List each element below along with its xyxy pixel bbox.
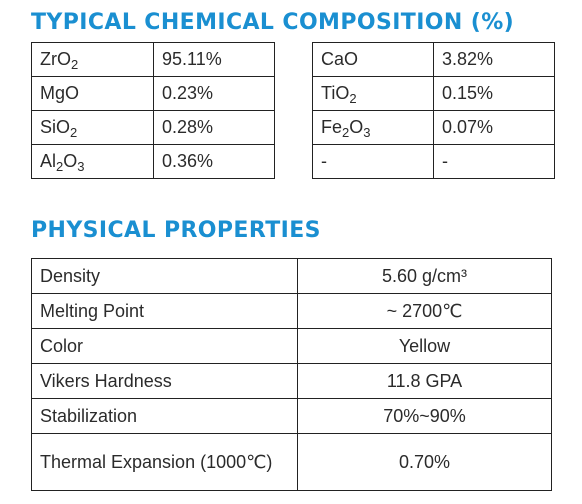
formula-base: SiO [40, 117, 71, 137]
physical-properties-heading: PHYSICAL PROPERTIES [31, 218, 321, 243]
compound-name: SiO2 [31, 110, 154, 145]
compound-name: - [312, 144, 434, 179]
property-value: Yellow [297, 328, 552, 364]
chemical-composition-table-left: ZrO2 95.11% MgO 0.23% SiO2 0.28% Al2O3 0… [31, 42, 275, 179]
table-row: Melting Point ~ 2700℃ [31, 293, 552, 329]
property-value: ~ 2700℃ [297, 293, 552, 329]
formula-subscript: 3 [77, 159, 85, 174]
table-row: ZrO2 95.11% [31, 42, 275, 77]
formula-subscript: 2 [349, 91, 357, 106]
formula-base: - [321, 151, 327, 171]
compound-value: 0.28% [153, 110, 275, 145]
property-label-text: Thermal Expansion (1000℃) [40, 452, 273, 472]
property-label: Stabilization [31, 398, 298, 434]
compound-value: 0.15% [433, 76, 555, 111]
property-label: Thermal Expansion (1000℃) [31, 433, 298, 491]
property-label: Melting Point [31, 293, 298, 329]
formula-subscript: 3 [363, 125, 371, 140]
compound-name: ZrO2 [31, 42, 154, 77]
formula-base: Fe [321, 117, 343, 137]
compound-name: MgO [31, 76, 154, 111]
chemical-composition-table-right: CaO 3.82% TiO2 0.15% Fe2O3 0.07% - - [312, 42, 555, 179]
property-value: 70%~90% [297, 398, 552, 434]
table-row: - - [312, 144, 555, 179]
formula-tail: O [63, 151, 78, 171]
table-row: Density 5.60 g/cm³ [31, 258, 552, 294]
table-row: MgO 0.23% [31, 76, 275, 111]
table-row: Fe2O3 0.07% [312, 110, 555, 145]
property-value: 0.70% [297, 433, 552, 491]
compound-value: 95.11% [153, 42, 275, 77]
formula-tail: O [349, 117, 364, 137]
compound-name: TiO2 [312, 76, 434, 111]
formula-base: ZrO [40, 49, 71, 69]
property-label: Color [31, 328, 298, 364]
compound-value: 0.36% [153, 144, 275, 179]
formula-subscript: 2 [71, 57, 79, 72]
table-row: Thermal Expansion (1000℃) 0.70% [31, 433, 552, 491]
table-row: Vikers Hardness 11.8 GPA [31, 363, 552, 399]
compound-name: CaO [312, 42, 434, 77]
table-row: CaO 3.82% [312, 42, 555, 77]
formula-base: CaO [321, 49, 359, 69]
compound-value: 3.82% [433, 42, 555, 77]
property-value: 5.60 g/cm³ [297, 258, 552, 294]
formula-subscript: 2 [70, 125, 78, 140]
table-row: Color Yellow [31, 328, 552, 364]
property-label: Density [31, 258, 298, 294]
formula-subscript: 2 [56, 159, 64, 174]
formula-base: MgO [40, 83, 80, 103]
compound-name: Fe2O3 [312, 110, 434, 145]
compound-value: 0.23% [153, 76, 275, 111]
formula-base: TiO [321, 83, 350, 103]
table-row: SiO2 0.28% [31, 110, 275, 145]
compound-name: Al2O3 [31, 144, 154, 179]
table-row: Stabilization 70%~90% [31, 398, 552, 434]
property-label: Vikers Hardness [31, 363, 298, 399]
compound-value: 0.07% [433, 110, 555, 145]
chemical-composition-heading: TYPICAL CHEMICAL COMPOSITION (%) [31, 10, 515, 35]
table-row: Al2O3 0.36% [31, 144, 275, 179]
formula-subscript: 2 [342, 125, 350, 140]
physical-properties-table: Density 5.60 g/cm³ Melting Point ~ 2700℃… [31, 258, 552, 491]
compound-value: - [433, 144, 555, 179]
formula-base: Al [40, 151, 57, 171]
property-value: 11.8 GPA [297, 363, 552, 399]
table-row: TiO2 0.15% [312, 76, 555, 111]
